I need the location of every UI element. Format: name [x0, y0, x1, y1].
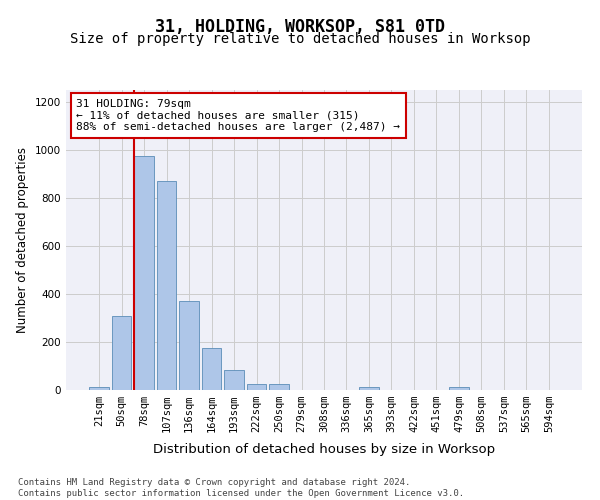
Text: Size of property relative to detached houses in Worksop: Size of property relative to detached ho…: [70, 32, 530, 46]
Bar: [112, 316, 131, 390]
Y-axis label: Number of detached properties: Number of detached properties: [16, 147, 29, 333]
Bar: [202, 348, 221, 390]
Bar: [179, 301, 199, 390]
Bar: [224, 370, 244, 390]
Text: 31, HOLDING, WORKSOP, S81 0TD: 31, HOLDING, WORKSOP, S81 0TD: [155, 18, 445, 36]
Bar: [449, 387, 469, 390]
Bar: [359, 387, 379, 390]
Bar: [134, 156, 154, 390]
Text: 31 HOLDING: 79sqm
← 11% of detached houses are smaller (315)
88% of semi-detache: 31 HOLDING: 79sqm ← 11% of detached hous…: [76, 99, 400, 132]
Text: Contains HM Land Registry data © Crown copyright and database right 2024.
Contai: Contains HM Land Registry data © Crown c…: [18, 478, 464, 498]
Bar: [269, 384, 289, 390]
Bar: [157, 181, 176, 390]
X-axis label: Distribution of detached houses by size in Worksop: Distribution of detached houses by size …: [153, 444, 495, 456]
Bar: [89, 387, 109, 390]
Bar: [247, 384, 266, 390]
